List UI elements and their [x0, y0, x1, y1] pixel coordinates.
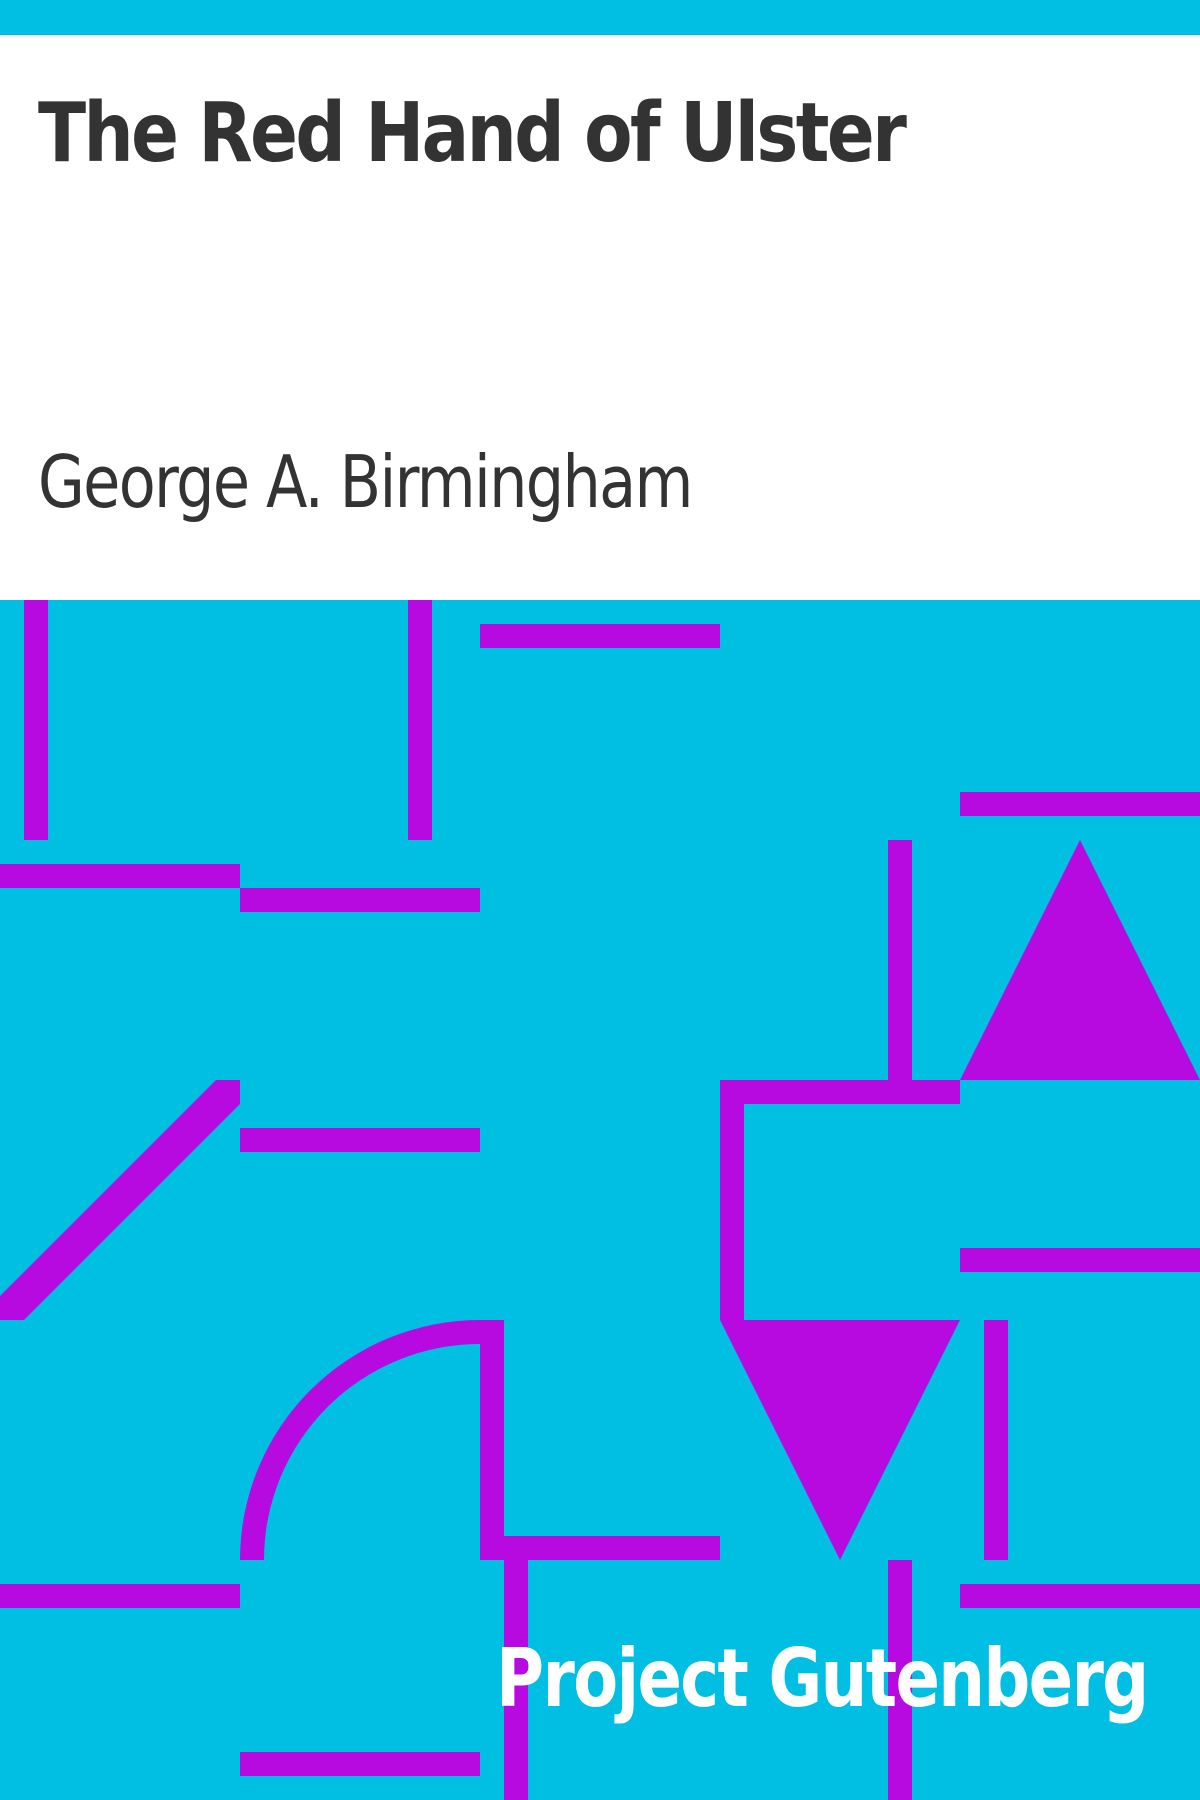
- top-color-band: [0, 0, 1200, 35]
- pattern-bar: [408, 600, 432, 840]
- pattern-bar: [960, 1584, 1200, 1608]
- book-title: The Red Hand of Ulster: [38, 86, 907, 181]
- pattern-background: [0, 600, 1200, 1800]
- pattern-diagonal: [0, 1080, 240, 1320]
- pattern-bar: [0, 864, 240, 888]
- pattern-bar: [984, 1320, 1008, 1560]
- cover-pattern: [0, 600, 1200, 1800]
- pattern-bar: [0, 1584, 240, 1608]
- pattern-bar: [480, 624, 720, 648]
- book-author: George A. Birmingham: [38, 440, 693, 524]
- pattern-bar: [240, 1128, 480, 1152]
- title-panel: The Red Hand of Ulster George A. Birming…: [0, 35, 1200, 600]
- pattern-triangle-up: [960, 840, 1200, 1080]
- pattern-bar: [960, 792, 1200, 816]
- pattern-bar: [24, 600, 48, 840]
- pattern-triangle-down: [720, 1320, 960, 1560]
- pattern-frame: [720, 1080, 960, 1320]
- pattern-bar: [888, 1560, 912, 1800]
- pattern-bar: [960, 1248, 1200, 1272]
- pattern-bar: [480, 1536, 720, 1560]
- pattern-bar: [240, 888, 480, 912]
- pattern-bar: [888, 840, 912, 1080]
- pattern-arc: [240, 1320, 504, 1560]
- pattern-bar: [240, 1752, 480, 1776]
- pattern-bar: [504, 1560, 528, 1800]
- publisher-name: Project Gutenberg: [496, 1632, 1149, 1725]
